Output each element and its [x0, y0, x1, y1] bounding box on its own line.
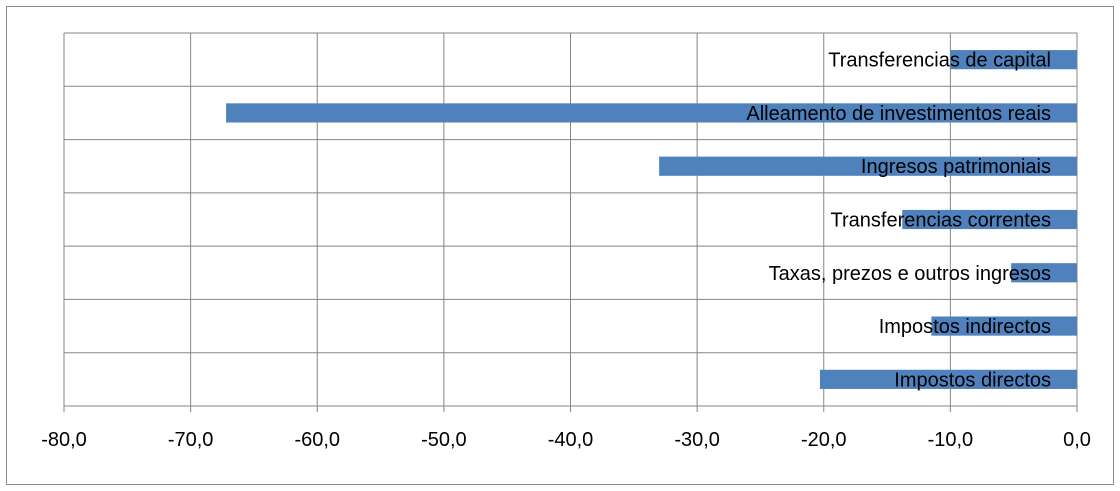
category-labels: Transferencias de capital Alleamento de i…	[746, 50, 1051, 392]
category-label: Impostos directos	[894, 369, 1051, 391]
category-label: Alleamento de investimentos reais	[746, 103, 1051, 125]
bar	[902, 209, 1077, 230]
category-label: Impostos indirectos	[879, 316, 1051, 338]
category-label: Transferencias correntes	[831, 210, 1051, 232]
bar	[1011, 263, 1077, 283]
x-axis-tick-labels: -80,0 -70,0 -60,0 -50,0 -40,0 -30,0 -20,0 -10,0…	[41, 429, 1091, 451]
x-tick-label: -20,0	[801, 429, 847, 451]
category-label: Taxas, prezos e outros ingresos	[769, 263, 1051, 285]
bar	[659, 156, 1077, 176]
x-tick-label: -70,0	[168, 429, 214, 451]
x-tick-label: 0,0	[1063, 429, 1091, 451]
bar	[226, 103, 1077, 123]
bars	[226, 50, 1077, 389]
x-tick-label: -80,0	[41, 429, 87, 451]
bar	[931, 316, 1077, 336]
x-tick-label: -50,0	[421, 429, 467, 451]
x-tick-label: -40,0	[548, 429, 594, 451]
category-label: Ingresos patrimoniais	[861, 156, 1051, 178]
bar	[950, 50, 1077, 70]
x-tick-label: -10,0	[928, 429, 974, 451]
gridlines	[63, 32, 1078, 412]
category-label: Transferencias de capital	[828, 50, 1051, 72]
bar	[819, 369, 1077, 389]
x-tick-label: -30,0	[674, 429, 720, 451]
x-tick-label: -60,0	[294, 429, 340, 451]
